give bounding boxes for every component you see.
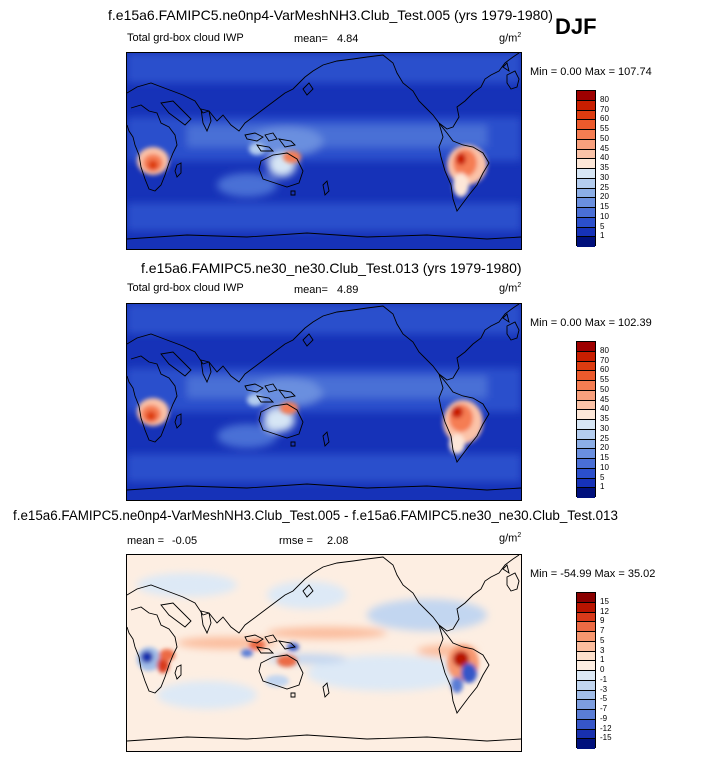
panel-2-mean-label: mean= — [294, 284, 328, 296]
colorbar-tick: -9 — [600, 714, 608, 723]
colorbar-tick: 45 — [600, 144, 609, 153]
colorbar-tick: 5 — [600, 473, 605, 482]
panel-2-units: g/m2 — [499, 282, 522, 295]
panel-3-mean-label: mean = — [127, 535, 164, 547]
colorbar-tick: 45 — [600, 395, 609, 404]
colorbar-tick: -5 — [600, 694, 608, 703]
panel-1-mean-value: 4.84 — [337, 33, 359, 45]
panel-1-mean-label: mean= — [294, 33, 328, 45]
panel-1-minmax: Min = 0.00 Max = 107.74 — [530, 66, 652, 78]
colorbar-tick: -1 — [600, 675, 608, 684]
season-label: DJF — [555, 14, 597, 39]
colorbar-tick: 10 — [600, 212, 609, 221]
panel-2-map — [126, 303, 522, 501]
colorbar-tick: 5 — [600, 222, 605, 231]
colorbar-tick: 1 — [600, 655, 605, 664]
colorbar-tick: 70 — [600, 105, 609, 114]
panel-3-rmse-label: rmse = — [279, 535, 313, 547]
colorbar-tick: 30 — [600, 424, 609, 433]
colorbar-tick: 70 — [600, 356, 609, 365]
panel-1-variable: Total grd-box cloud IWP — [127, 32, 244, 44]
panel-1-colorbar — [576, 90, 596, 247]
colorbar-tick: 80 — [600, 346, 609, 355]
panel-2-variable: Total grd-box cloud IWP — [127, 282, 244, 294]
colorbar-tick: 15 — [600, 597, 609, 606]
colorbar-tick: 55 — [600, 124, 609, 133]
colorbar-tick: 10 — [600, 463, 609, 472]
colorbar-tick: 40 — [600, 153, 609, 162]
colorbar-tick: 55 — [600, 375, 609, 384]
panel-3-units: g/m2 — [499, 532, 522, 545]
colorbar-tick: 3 — [600, 646, 605, 655]
colorbar-tick: 12 — [600, 607, 609, 616]
colorbar-tick: 1 — [600, 231, 605, 240]
panel-2-colorbar — [576, 341, 596, 498]
colorbar-tick: -7 — [600, 704, 608, 713]
panel-2-mean-value: 4.89 — [337, 284, 359, 296]
colorbar-tick: 30 — [600, 173, 609, 182]
colorbar-tick: -15 — [600, 733, 612, 742]
panel-3-mean-value: -0.05 — [172, 535, 198, 547]
colorbar-tick: 1 — [600, 482, 605, 491]
panel-2-title: f.e15a6.FAMIPC5.ne30_ne30.Club_Test.013 … — [141, 260, 522, 276]
colorbar-tick: -12 — [600, 724, 612, 733]
colorbar-tick: 5 — [600, 636, 605, 645]
panel-3-title: f.e15a6.FAMIPC5.ne0np4-VarMeshNH3.Club_T… — [13, 508, 618, 523]
colorbar-tick: 9 — [600, 616, 605, 625]
colorbar-tick: 40 — [600, 404, 609, 413]
colorbar-tick: 20 — [600, 443, 609, 452]
panel-3-colorbar — [576, 592, 596, 749]
colorbar-tick: 20 — [600, 192, 609, 201]
colorbar-tick: 60 — [600, 365, 609, 374]
panel-3-rmse-value: 2.08 — [327, 535, 349, 547]
colorbar-tick: 50 — [600, 134, 609, 143]
colorbar-tick: 25 — [600, 434, 609, 443]
colorbar-tick: 15 — [600, 453, 609, 462]
panel-2-minmax: Min = 0.00 Max = 102.39 — [530, 317, 652, 329]
panel-1-title: f.e15a6.FAMIPC5.ne0np4-VarMeshNH3.Club_T… — [108, 7, 553, 23]
panel-1-units: g/m2 — [499, 32, 522, 45]
colorbar-tick: 35 — [600, 414, 609, 423]
colorbar-tick: 25 — [600, 183, 609, 192]
panel-1-map — [126, 52, 522, 250]
colorbar-tick: -3 — [600, 685, 608, 694]
colorbar-tick: 60 — [600, 114, 609, 123]
colorbar-tick: 50 — [600, 385, 609, 394]
panel-3-map — [126, 554, 522, 752]
colorbar-tick: 7 — [600, 626, 605, 635]
colorbar-tick: 15 — [600, 202, 609, 211]
colorbar-tick: 35 — [600, 163, 609, 172]
panel-3-minmax: Min = -54.99 Max = 35.02 — [530, 568, 656, 580]
colorbar-tick: 80 — [600, 95, 609, 104]
colorbar-tick: 0 — [600, 665, 605, 674]
